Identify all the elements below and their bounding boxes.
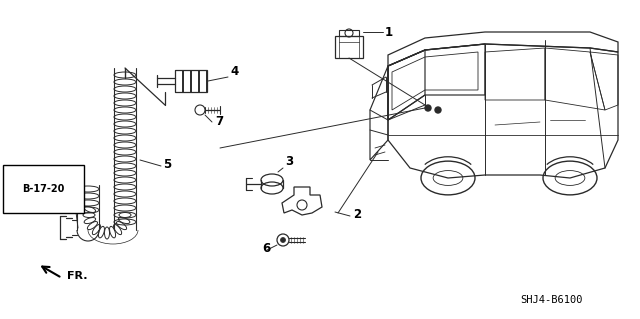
Text: 7: 7	[215, 115, 223, 128]
Circle shape	[425, 105, 431, 111]
Text: 1: 1	[385, 26, 393, 39]
Circle shape	[435, 107, 441, 113]
Circle shape	[280, 238, 285, 242]
Text: FR.: FR.	[67, 271, 88, 281]
Text: 4: 4	[230, 65, 238, 78]
Text: 6: 6	[262, 242, 270, 255]
Text: 2: 2	[353, 208, 361, 221]
Text: 3: 3	[285, 155, 293, 168]
Text: SHJ4-B6100: SHJ4-B6100	[520, 295, 582, 305]
Text: B-17-20: B-17-20	[22, 184, 65, 194]
Text: 5: 5	[163, 158, 172, 171]
